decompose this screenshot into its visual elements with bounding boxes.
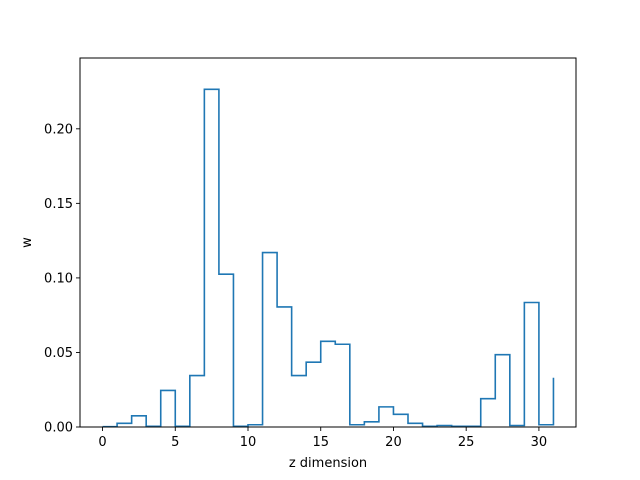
y-tick-label: 0.20 — [44, 122, 73, 137]
x-tick-label: 10 — [240, 435, 257, 450]
y-tick-label: 0.10 — [44, 271, 73, 286]
x-tick-label: 20 — [385, 435, 402, 450]
y-tick-label: 0.15 — [44, 197, 73, 212]
y-axis-label: w — [20, 237, 35, 248]
x-tick-label: 0 — [98, 435, 106, 450]
x-tick-label: 25 — [458, 435, 475, 450]
x-tick-label: 30 — [531, 435, 548, 450]
x-axis-label: z dimension — [289, 456, 367, 471]
y-tick-label: 0.05 — [44, 346, 73, 361]
y-axis: 0.00 0.05 0.10 0.15 0.20 — [44, 122, 80, 436]
series-step-line — [102, 88, 555, 428]
x-tick-label: 15 — [312, 435, 329, 450]
x-axis: 0 5 10 15 20 25 30 — [98, 427, 547, 450]
x-tick-label: 5 — [171, 435, 179, 450]
y-tick-label: 0.00 — [44, 421, 73, 436]
axes-frame — [79, 57, 577, 428]
plot-area — [102, 88, 555, 428]
